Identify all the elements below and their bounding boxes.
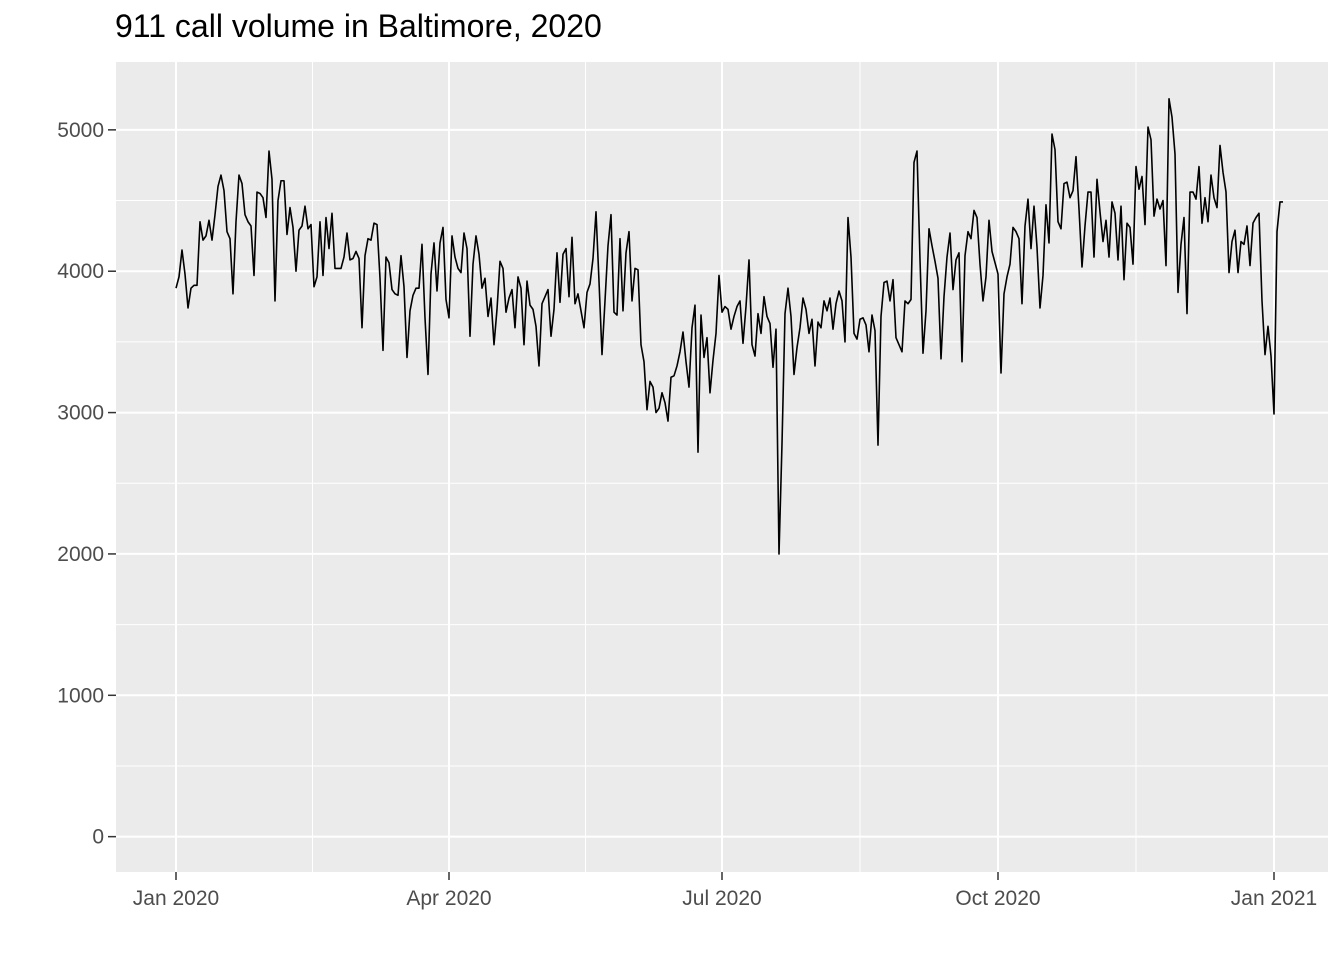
- y-tick-label: 5000: [57, 119, 104, 142]
- x-tick-label: Jul 2020: [682, 887, 761, 910]
- chart-title: 911 call volume in Baltimore, 2020: [115, 8, 602, 44]
- y-tick-label: 2000: [57, 543, 104, 566]
- y-tick-label: 3000: [57, 402, 104, 425]
- x-tick-label: Jan 2020: [133, 887, 219, 910]
- major-gridlines: [116, 62, 1328, 872]
- x-tick-label: Apr 2020: [406, 887, 491, 910]
- x-axis: Jan 2020 Apr 2020 Jul 2020 Oct 2020 Jan 2021: [133, 872, 1317, 910]
- y-tick-label: 1000: [57, 684, 104, 707]
- x-tick-label: Jan 2021: [1231, 887, 1317, 910]
- y-axis: 0 1000 2000 3000 4000 5000: [57, 119, 116, 849]
- series-line: [175, 97, 1283, 555]
- y-tick-label: 4000: [57, 260, 104, 283]
- x-tick-label: Oct 2020: [955, 887, 1040, 910]
- y-tick-label: 0: [92, 826, 104, 849]
